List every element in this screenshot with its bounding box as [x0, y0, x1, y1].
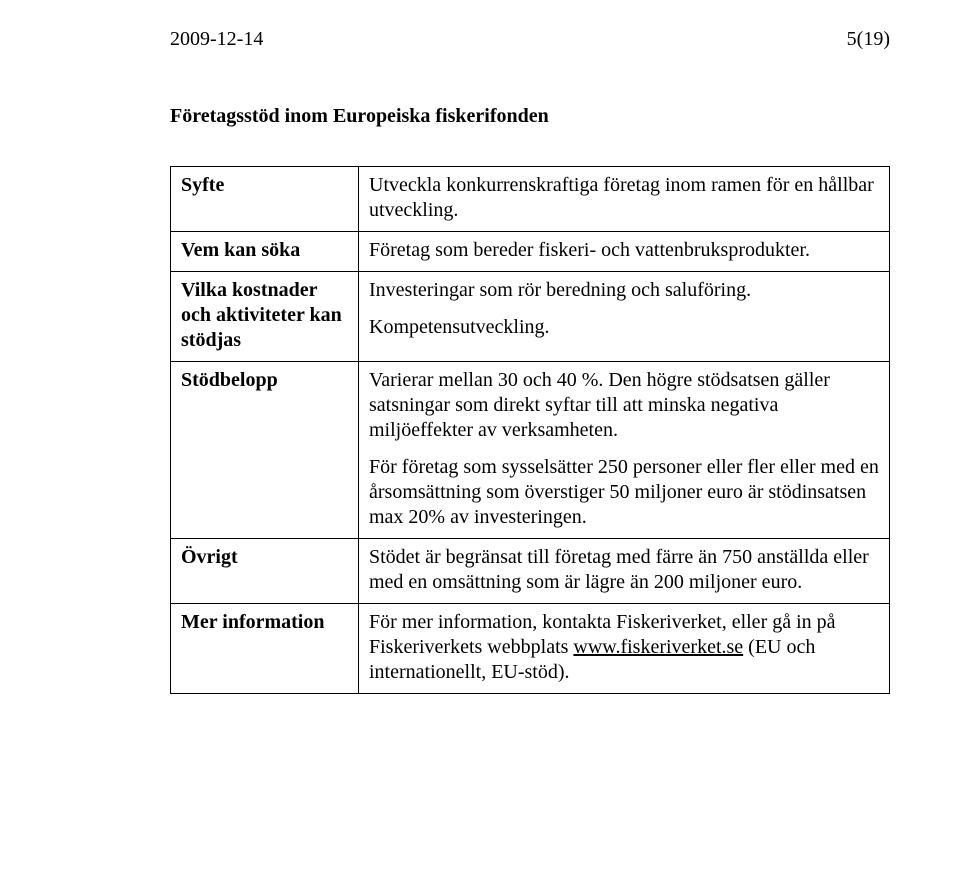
row-mer-information: Mer information För mer information, kon… [171, 604, 890, 694]
document-page: 2009-12-14 5(19) Företagsstöd inom Europ… [0, 0, 960, 881]
row-body-paragraph: För företag som sysselsätter 250 persone… [369, 455, 879, 530]
row-body: Investeringar som rör beredning och salu… [359, 272, 890, 362]
row-label: Vem kan söka [171, 232, 359, 272]
row-body-paragraph: Varierar mellan 30 och 40 %. Den högre s… [369, 368, 879, 443]
row-body: Varierar mellan 30 och 40 %. Den högre s… [359, 362, 890, 539]
header: 2009-12-14 5(19) [170, 28, 890, 51]
row-label: Vilka kostnader och aktiviteter kan stöd… [171, 272, 359, 362]
row-vilka-kostnader: Vilka kostnader och aktiviteter kan stöd… [171, 272, 890, 362]
row-body: Företag som bereder fiskeri- och vattenb… [359, 232, 890, 272]
row-vem-kan-soka: Vem kan söka Företag som bereder fiskeri… [171, 232, 890, 272]
row-body-paragraph: Kompetensutveckling. [369, 315, 879, 340]
link-fiskeriverket[interactable]: www.fiskeriverket.se [573, 636, 743, 658]
row-body-paragraph: Investeringar som rör beredning och salu… [369, 278, 879, 303]
page-number: 5(19) [847, 28, 890, 51]
row-label: Mer information [171, 604, 359, 694]
row-label: Syfte [171, 167, 359, 232]
row-label: Övrigt [171, 539, 359, 604]
row-body: För mer information, kontakta Fiskeriver… [359, 604, 890, 694]
row-label: Stödbelopp [171, 362, 359, 539]
row-stodbelopp: Stödbelopp Varierar mellan 30 och 40 %. … [171, 362, 890, 539]
document-date: 2009-12-14 [170, 28, 263, 51]
row-body: Stödet är begränsat till företag med fär… [359, 539, 890, 604]
row-body: Utveckla konkurrenskraftiga företag inom… [359, 167, 890, 232]
document-title: Företagsstöd inom Europeiska fiskerifond… [170, 105, 890, 128]
row-syfte: Syfte Utveckla konkurrenskraftiga företa… [171, 167, 890, 232]
info-table: Syfte Utveckla konkurrenskraftiga företa… [170, 166, 890, 694]
row-ovrigt: Övrigt Stödet är begränsat till företag … [171, 539, 890, 604]
